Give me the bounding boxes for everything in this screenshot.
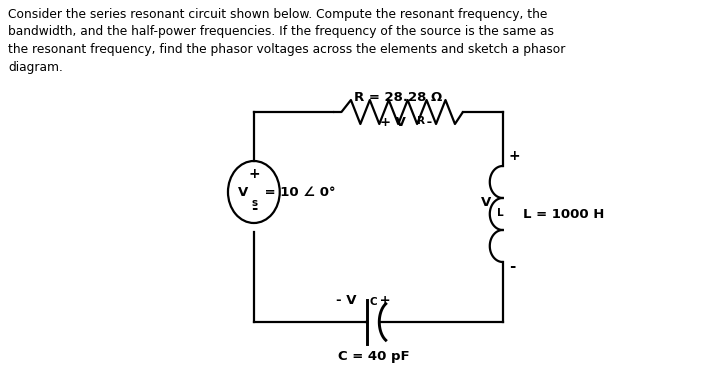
Text: L: L [497,208,503,218]
Text: R = 28.28 Ω: R = 28.28 Ω [354,91,442,104]
Text: V: V [238,185,248,199]
Text: +: + [509,149,521,163]
Text: Consider the series resonant circuit shown below. Compute the resonant frequency: Consider the series resonant circuit sho… [8,8,565,73]
Text: - V: - V [336,294,357,307]
Text: V: V [481,195,491,209]
Ellipse shape [228,161,280,223]
Text: +: + [248,167,260,181]
Text: C = 40 pF: C = 40 pF [338,350,409,363]
Text: -: - [422,116,432,129]
Text: -: - [251,200,257,215]
Text: = 10 ∠ 0°: = 10 ∠ 0° [260,185,335,199]
Text: C: C [370,297,377,307]
Text: -: - [509,258,515,273]
Text: +: + [375,294,391,307]
Text: + V: + V [380,116,406,129]
Text: L = 1000 H: L = 1000 H [523,207,604,220]
Text: R: R [416,116,424,126]
Text: s: s [252,198,258,208]
